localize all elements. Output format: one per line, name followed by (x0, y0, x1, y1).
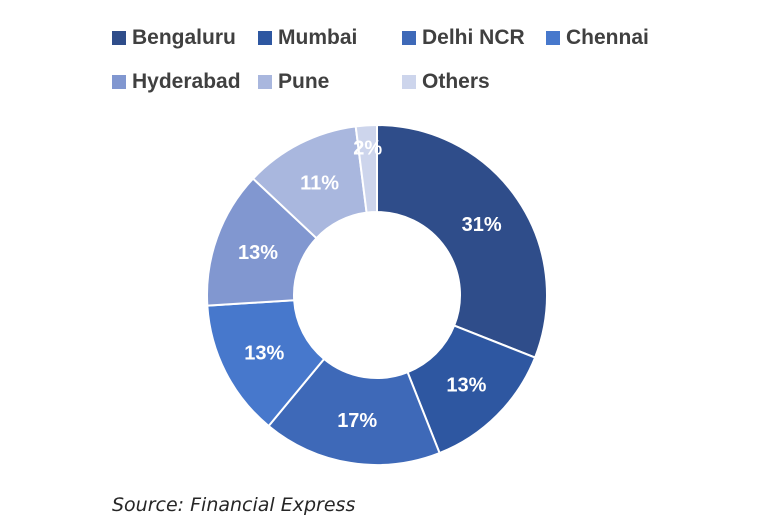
legend-label: Hyderabad (132, 70, 241, 93)
legend-swatch (402, 75, 416, 89)
legend-item-delhi-ncr: Delhi NCR (402, 26, 525, 50)
data-label-pune: 11% (300, 172, 339, 194)
legend-label: Mumbai (278, 26, 358, 49)
legend-item-chennai: Chennai (546, 26, 649, 50)
legend-swatch (402, 31, 416, 45)
legend-label: Others (422, 70, 490, 93)
slice-others (354, 123, 378, 214)
data-label-bengaluru: 31% (462, 214, 502, 236)
source-note: Source: Financial Express (112, 494, 356, 516)
legend-item-hyderabad: Hyderabad (112, 70, 241, 94)
chart-legend: Bengaluru Mumbai Delhi NCR Chennai Hyderabad… (0, 0, 784, 110)
legend-swatch (546, 31, 560, 45)
legend-swatch (112, 31, 126, 45)
data-label-chennai: 13% (244, 342, 284, 364)
legend-item-mumbai: Mumbai (258, 26, 357, 50)
legend-label: Chennai (566, 26, 649, 49)
legend-item-bengaluru: Bengaluru (112, 26, 236, 50)
data-label-hyderabad: 13% (238, 242, 278, 264)
legend-label: Bengaluru (132, 26, 236, 49)
legend-label: Delhi NCR (422, 26, 525, 49)
legend-label: Pune (278, 70, 330, 93)
slice-delhi-ncr (267, 357, 441, 466)
legend-swatch (258, 31, 272, 45)
legend-swatch (258, 75, 272, 89)
slice-bengaluru (376, 123, 548, 359)
legend-item-pune: Pune (258, 70, 329, 94)
legend-item-others: Others (402, 70, 490, 94)
data-label-mumbai: 13% (446, 374, 486, 396)
legend-swatch (112, 75, 126, 89)
data-label-delhi-ncr: 17% (337, 410, 377, 432)
data-label-others: 2% (353, 137, 382, 159)
